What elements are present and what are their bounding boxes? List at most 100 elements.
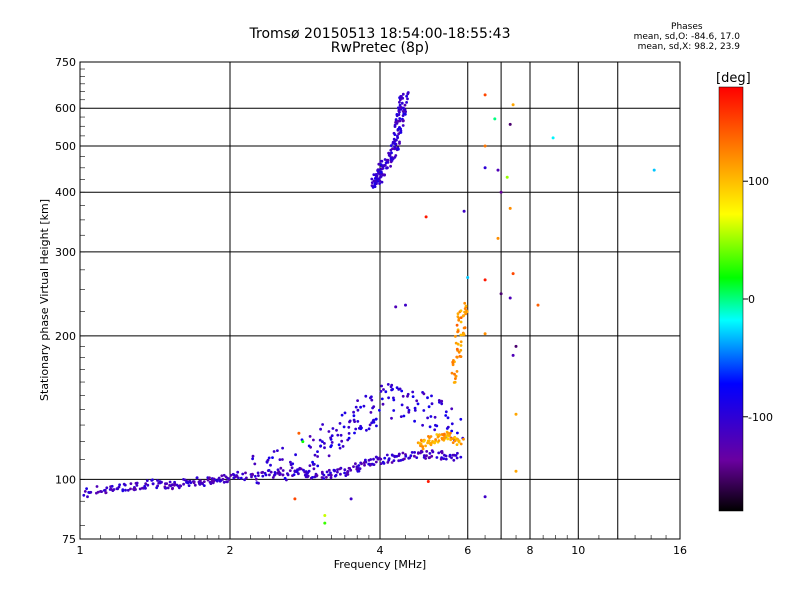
data-point xyxy=(381,402,385,406)
data-point xyxy=(129,482,133,485)
data-point xyxy=(391,147,394,151)
data-point xyxy=(315,474,319,477)
data-point xyxy=(171,487,174,491)
data-point xyxy=(435,456,439,459)
data-point xyxy=(430,454,434,458)
data-point xyxy=(462,332,466,336)
data-point xyxy=(437,399,441,402)
data-point xyxy=(257,481,260,485)
data-point xyxy=(370,421,374,425)
data-point xyxy=(404,112,407,116)
data-point xyxy=(327,430,331,433)
data-point xyxy=(398,98,402,102)
x-tick-label: 8 xyxy=(527,544,534,557)
data-point xyxy=(444,410,448,414)
data-point xyxy=(514,412,518,416)
data-point xyxy=(427,405,431,409)
data-point xyxy=(383,456,387,460)
data-point xyxy=(428,425,432,429)
data-point xyxy=(459,348,463,352)
data-point xyxy=(483,495,487,499)
data-point xyxy=(186,481,190,485)
data-point xyxy=(406,91,410,95)
data-point xyxy=(289,460,292,464)
data-point xyxy=(444,457,448,461)
data-point xyxy=(392,398,396,402)
data-point xyxy=(430,402,434,406)
data-point xyxy=(269,470,273,474)
data-point xyxy=(652,168,656,172)
data-point xyxy=(330,441,334,444)
data-point xyxy=(104,491,108,495)
data-point xyxy=(320,470,324,474)
data-point xyxy=(268,473,271,477)
stats-header: Phases xyxy=(671,22,703,32)
data-point xyxy=(454,341,458,345)
data-point xyxy=(450,407,454,411)
data-point xyxy=(272,450,276,453)
data-point xyxy=(329,436,332,440)
data-point xyxy=(364,394,368,398)
data-point xyxy=(437,451,441,455)
data-point xyxy=(466,276,470,279)
data-point xyxy=(261,474,265,478)
data-point xyxy=(424,444,427,448)
data-point xyxy=(297,472,300,476)
data-point xyxy=(394,118,398,121)
data-point xyxy=(380,167,384,170)
data-point xyxy=(465,310,469,314)
data-point xyxy=(415,456,419,459)
data-point xyxy=(446,433,450,436)
data-point xyxy=(318,438,322,442)
data-point xyxy=(341,445,345,448)
data-point xyxy=(343,471,346,475)
data-point xyxy=(391,387,394,391)
data-point xyxy=(398,117,402,120)
data-point xyxy=(283,476,287,480)
data-point xyxy=(311,460,314,464)
data-point xyxy=(347,425,351,429)
data-point xyxy=(456,312,460,316)
data-point xyxy=(322,473,326,477)
data-point xyxy=(399,131,403,134)
data-point xyxy=(440,402,444,406)
colorbar-label: [deg] xyxy=(716,71,751,86)
data-point xyxy=(383,164,387,167)
data-point xyxy=(144,482,148,486)
data-point xyxy=(222,480,226,484)
data-point xyxy=(297,431,301,435)
data-point xyxy=(227,477,231,481)
data-point xyxy=(411,390,415,394)
data-point xyxy=(156,479,159,482)
data-point xyxy=(394,305,398,309)
data-point xyxy=(124,488,127,492)
data-point xyxy=(279,466,283,470)
data-point xyxy=(291,462,295,466)
data-point xyxy=(253,462,257,466)
data-point xyxy=(352,465,355,468)
data-point xyxy=(321,440,324,443)
data-point xyxy=(206,478,210,482)
data-point xyxy=(456,451,459,455)
data-point xyxy=(271,476,275,479)
data-point xyxy=(368,423,372,427)
data-point xyxy=(421,447,425,451)
data-point xyxy=(456,329,460,333)
data-point xyxy=(395,122,399,125)
colorbar xyxy=(718,86,744,512)
data-point xyxy=(380,159,384,163)
data-point xyxy=(319,427,322,431)
data-point xyxy=(406,392,410,396)
data-point xyxy=(457,439,460,443)
colorbar-tick-label: -100 xyxy=(748,411,773,424)
data-point xyxy=(444,414,448,417)
data-point xyxy=(514,344,518,348)
data-point xyxy=(294,453,297,457)
data-point xyxy=(440,399,444,403)
axis-ticks: 1 2 4 6 8 10 16 75 100 200 300 400 500 600 750 xyxy=(55,56,687,557)
data-point xyxy=(365,428,368,432)
data-point xyxy=(393,125,397,128)
data-point xyxy=(402,414,406,418)
data-point xyxy=(323,442,326,445)
data-point xyxy=(505,175,509,179)
